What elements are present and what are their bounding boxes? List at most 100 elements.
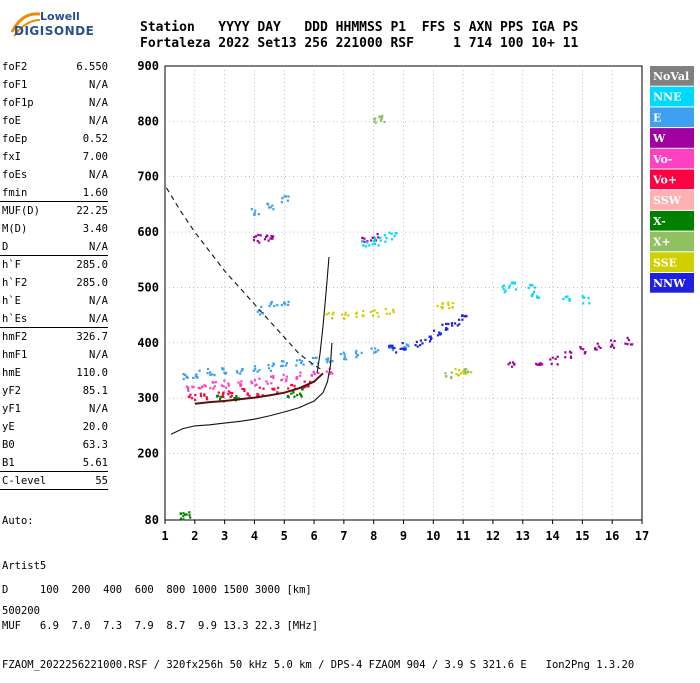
logo-mark-icon xyxy=(10,12,41,37)
legend-swatch xyxy=(650,190,694,210)
data-point xyxy=(453,322,457,325)
data-point xyxy=(189,393,192,396)
data-point xyxy=(595,348,598,351)
data-point xyxy=(360,351,363,354)
data-point xyxy=(203,393,206,396)
data-point xyxy=(373,117,376,120)
data-point xyxy=(556,355,559,358)
data-point xyxy=(221,367,224,370)
data-point xyxy=(269,206,272,209)
param-row: MUF(D) 22.25 xyxy=(2,202,108,220)
legend-label: NNE xyxy=(653,91,682,104)
data-point xyxy=(390,232,393,235)
data-point xyxy=(626,336,629,340)
y-tick-label: 400 xyxy=(137,336,159,350)
x-tick-label: 2 xyxy=(191,529,198,543)
data-point xyxy=(405,343,408,346)
data-point xyxy=(446,328,449,331)
data-point xyxy=(194,393,197,397)
data-point xyxy=(243,388,246,391)
data-point xyxy=(239,372,242,375)
param-name: foE xyxy=(2,115,21,127)
data-point xyxy=(280,201,283,204)
data-point xyxy=(292,391,295,394)
data-point xyxy=(375,350,378,353)
data-point xyxy=(419,339,423,342)
data-point xyxy=(537,296,541,299)
data-point xyxy=(295,364,298,367)
param-value: 6.550 xyxy=(76,61,108,73)
data-point xyxy=(581,295,584,298)
param-name: fxI xyxy=(2,151,21,163)
data-point xyxy=(221,394,224,397)
footer-file-info: FZAOM_2022256221000.RSF / 320fx256h 50 k… xyxy=(2,659,635,671)
data-point xyxy=(185,375,188,379)
data-point xyxy=(536,296,539,299)
x-tick-label: 10 xyxy=(426,529,440,543)
data-point xyxy=(441,307,444,310)
param-row: C-level 55 xyxy=(2,472,108,490)
legend-swatch xyxy=(650,273,694,293)
data-point xyxy=(564,295,567,299)
data-point xyxy=(307,385,310,388)
data-point xyxy=(554,357,557,361)
data-point xyxy=(205,398,209,401)
data-point xyxy=(256,370,259,373)
data-point xyxy=(464,369,467,372)
data-point xyxy=(300,395,303,398)
x-tick-label: 17 xyxy=(635,529,649,543)
param-value: 3.40 xyxy=(82,223,108,235)
data-point xyxy=(450,371,453,374)
param-value: 5.61 xyxy=(82,457,108,469)
data-point xyxy=(235,395,238,398)
data-point xyxy=(250,208,253,211)
data-point xyxy=(296,394,299,397)
param-name: foF1p xyxy=(2,97,34,109)
data-point xyxy=(227,393,230,396)
data-point xyxy=(280,360,284,363)
data-point xyxy=(370,239,373,242)
data-point xyxy=(508,361,512,364)
data-point xyxy=(404,348,407,351)
data-point xyxy=(504,289,507,292)
legend-swatch xyxy=(650,148,694,169)
data-point xyxy=(536,295,539,298)
data-point xyxy=(556,363,559,366)
data-point xyxy=(624,342,627,345)
param-name: foEp xyxy=(2,133,28,145)
data-point xyxy=(461,318,464,321)
data-point xyxy=(596,342,599,345)
data-point xyxy=(457,318,461,321)
data-point xyxy=(281,364,285,367)
data-point xyxy=(285,379,288,383)
param-name: hmF2 xyxy=(2,331,28,343)
data-point xyxy=(332,311,335,314)
data-point xyxy=(445,375,448,378)
x-tick-label: 4 xyxy=(251,529,258,543)
data-point xyxy=(285,362,289,365)
data-point xyxy=(328,360,332,363)
param-name: B0 xyxy=(2,439,15,451)
data-point xyxy=(212,381,215,384)
data-point xyxy=(331,360,334,363)
legend-label: SSE xyxy=(653,256,677,269)
footer-muf-row: MUF 6.9 7.0 7.3 7.9 8.7 9.9 13.3 22.3 [M… xyxy=(2,620,319,632)
data-point xyxy=(199,392,202,395)
data-point xyxy=(399,347,402,351)
data-point xyxy=(511,281,514,284)
logo-lowell-text: Lowell xyxy=(40,10,80,23)
x-tick-label: 3 xyxy=(221,529,228,543)
data-point xyxy=(444,322,448,325)
data-point xyxy=(373,120,376,123)
data-point xyxy=(203,384,206,387)
data-point xyxy=(448,306,451,310)
data-point xyxy=(379,239,382,242)
data-point xyxy=(533,290,536,293)
data-point xyxy=(373,351,377,354)
data-point xyxy=(383,234,387,237)
data-point xyxy=(211,373,214,376)
data-point xyxy=(241,368,244,371)
param-name: MUF(D) xyxy=(2,205,40,217)
param-name: yF2 xyxy=(2,385,21,397)
data-point xyxy=(287,396,290,399)
